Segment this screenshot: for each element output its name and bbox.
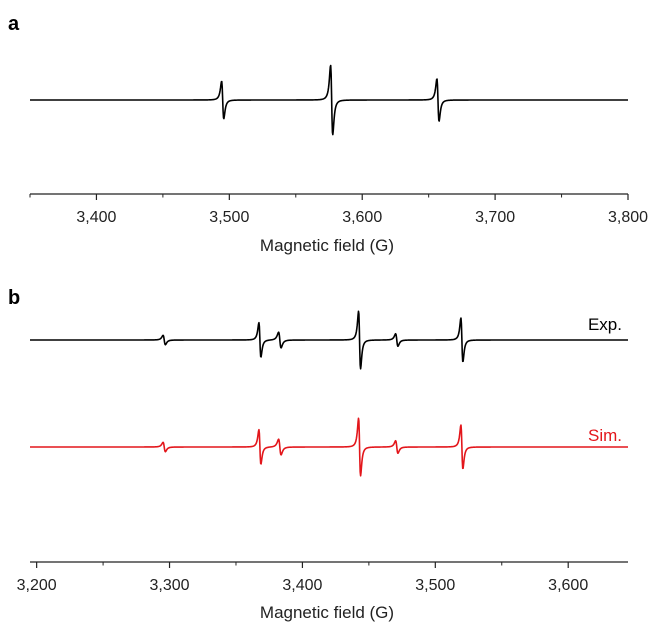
panel-b-x-axis-label: Magnetic field (G) — [260, 603, 394, 622]
panel-b-plot: 3,200 3,300 3,400 3,500 3,600 — [17, 310, 629, 594]
x-tick-label: 3,800 — [608, 209, 648, 226]
x-tick-label: 3,300 — [150, 577, 190, 594]
panel-b: b 3,200 3,300 3,400 3,500 3,600 Exp. Sim. Ma… — [8, 287, 629, 622]
x-tick-label: 3,500 — [415, 577, 455, 594]
x-tick-label: 3,200 — [17, 577, 57, 594]
series-line-exp — [29, 310, 629, 370]
panel-a: a 3,400 3,500 3,600 3,700 3,800 Magnetic fie… — [8, 13, 648, 255]
x-tick-label: 3,600 — [342, 209, 382, 226]
panel-a-plot: 3,400 3,500 3,600 3,700 3,800 — [29, 64, 648, 226]
panel-b-letter: b — [8, 287, 20, 309]
x-tick-label: 3,500 — [209, 209, 249, 226]
x-tick-label: 3,400 — [76, 209, 116, 226]
series-label-sim: Sim. — [588, 426, 622, 445]
x-tick-label: 3,700 — [475, 209, 515, 226]
series-line-spectrum — [29, 64, 629, 136]
x-tick-label: 3,600 — [548, 577, 588, 594]
series-line-sim — [29, 417, 629, 477]
panel-a-letter: a — [8, 13, 20, 35]
series-label-exp: Exp. — [588, 315, 622, 334]
x-tick-label: 3,400 — [282, 577, 322, 594]
panel-a-x-axis-label: Magnetic field (G) — [260, 236, 394, 255]
